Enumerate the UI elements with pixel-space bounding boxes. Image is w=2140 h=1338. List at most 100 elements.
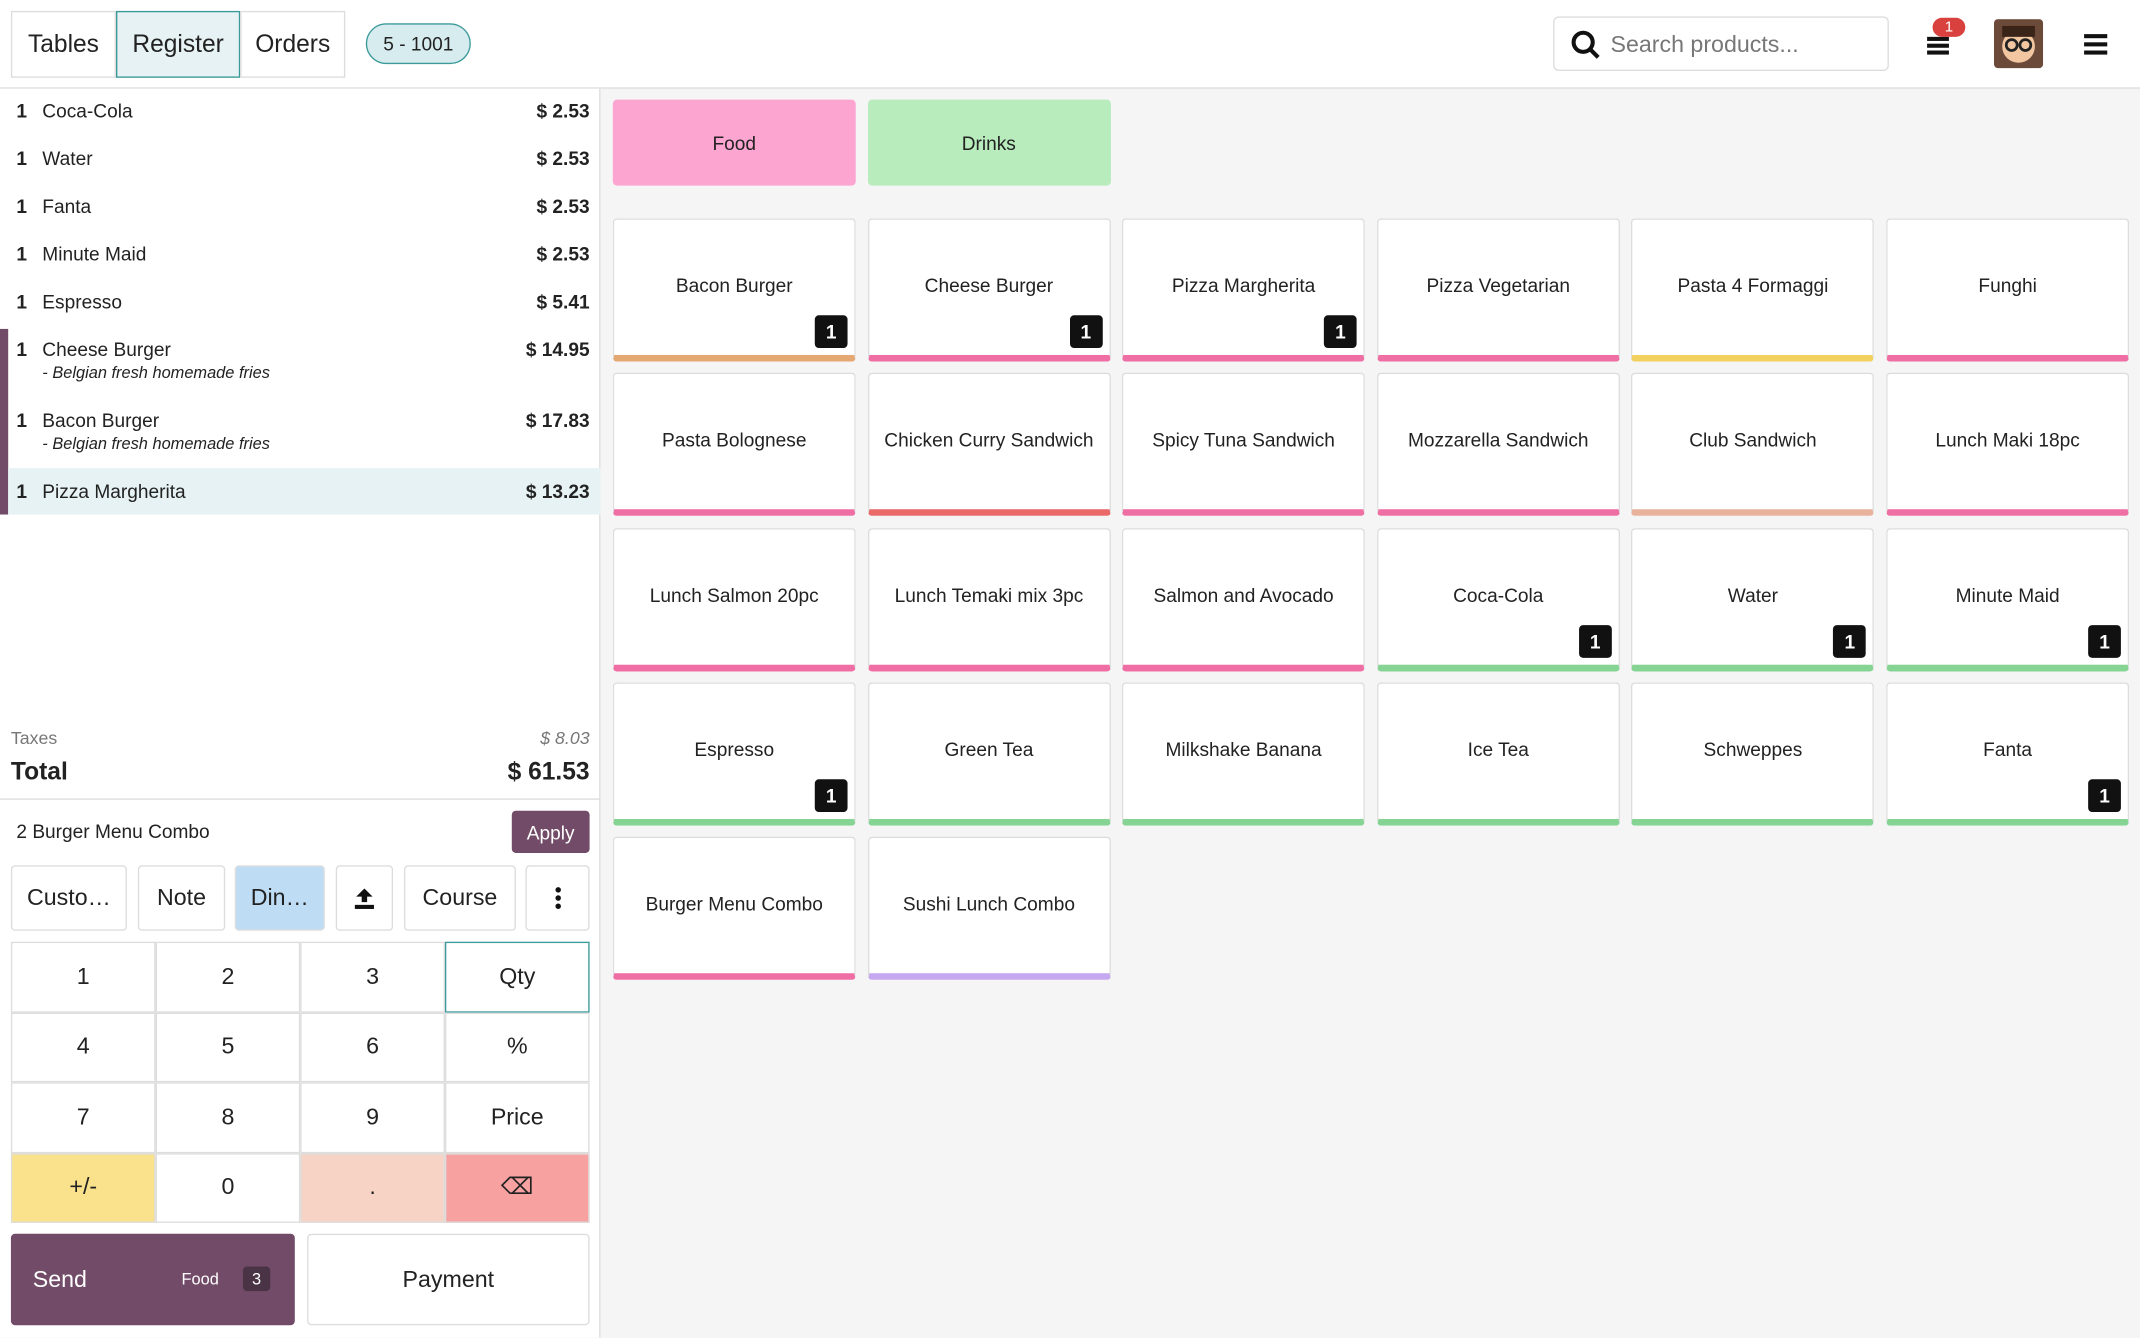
product-name: Pizza Vegetarian <box>1426 274 1570 297</box>
tab[interactable]: Register <box>116 10 241 78</box>
line-name: Water <box>42 147 93 170</box>
product-card[interactable]: Mozzarella Sandwich <box>1376 372 1620 517</box>
action-button[interactable]: Din… <box>234 865 325 931</box>
payment-button[interactable]: Payment <box>307 1233 590 1326</box>
line-qty: 1 <box>16 409 28 432</box>
line-qty: 1 <box>16 195 28 218</box>
product-card[interactable]: Burger Menu Combo <box>612 836 856 981</box>
upload-button[interactable] <box>335 865 394 931</box>
tab[interactable]: Tables <box>10 10 117 78</box>
numpad-key[interactable]: 3 <box>300 941 445 1012</box>
numpad-key[interactable]: +/- <box>10 1152 156 1223</box>
product-card[interactable]: Schweppes <box>1631 682 1875 826</box>
product-qty: 1 <box>1069 315 1103 349</box>
search-box[interactable]: Search products... <box>1553 16 1889 71</box>
product-card[interactable]: Funghi <box>1886 218 2130 362</box>
line-qty: 1 <box>16 242 28 265</box>
product-card[interactable]: Club Sandwich <box>1631 372 1875 517</box>
numpad-key[interactable]: Price <box>444 1082 590 1153</box>
line-qty: 1 <box>16 99 28 122</box>
line-price: $ 13.23 <box>525 480 590 503</box>
numpad-key[interactable]: 9 <box>300 1082 445 1153</box>
product-card[interactable]: Chicken Curry Sandwich <box>867 372 1111 517</box>
line-name: Pizza Margherita <box>42 480 186 503</box>
line-price: $ 17.83 <box>525 409 590 432</box>
product-name: Spicy Tuna Sandwich <box>1152 428 1335 451</box>
product-name: Espresso <box>694 738 775 761</box>
product-card[interactable]: Salmon and Avocado <box>1122 527 1366 671</box>
taxes-label: Taxes <box>10 727 58 748</box>
product-name: Milkshake Banana <box>1165 738 1322 761</box>
product-card[interactable]: Green Tea <box>867 682 1111 826</box>
numpad-key[interactable]: . <box>300 1152 445 1223</box>
product-card[interactable]: Water 1 <box>1631 527 1875 671</box>
search-placeholder: Search products... <box>1610 31 1799 58</box>
product-card[interactable]: Bacon Burger 1 <box>612 218 856 362</box>
product-card[interactable]: Lunch Temaki mix 3pc <box>867 527 1111 671</box>
product-card[interactable]: Minute Maid 1 <box>1886 527 2130 671</box>
category-button[interactable]: Drinks <box>867 99 1111 186</box>
apply-button[interactable]: Apply <box>511 810 590 853</box>
numpad-key[interactable]: 8 <box>155 1082 301 1153</box>
product-name: Sushi Lunch Combo <box>902 892 1075 915</box>
send-count: 3 <box>242 1266 271 1292</box>
category-button[interactable]: Food <box>612 99 856 186</box>
product-name: Pasta Bolognese <box>662 428 807 451</box>
action-button[interactable]: Course <box>403 865 516 931</box>
numpad-key[interactable]: 2 <box>155 941 301 1012</box>
product-card[interactable]: Pasta Bolognese <box>612 372 856 517</box>
numpad-key[interactable]: Qty <box>444 941 590 1012</box>
product-card[interactable]: Pizza Vegetarian <box>1376 218 1620 362</box>
numpad-key[interactable]: 4 <box>10 1011 156 1083</box>
product-name: Funghi <box>1978 274 2037 297</box>
line-price: $ 2.53 <box>536 195 590 218</box>
send-label: Send <box>32 1266 87 1293</box>
orders-icon[interactable] <box>1924 30 1954 60</box>
numpad-key[interactable]: % <box>444 1011 590 1083</box>
line-note: - Belgian fresh homemade fries <box>42 434 270 454</box>
product-card[interactable]: Coca-Cola 1 <box>1376 527 1620 671</box>
numpad-key[interactable]: 6 <box>300 1011 445 1083</box>
product-card[interactable]: Fanta 1 <box>1886 682 2130 826</box>
product-name: Ice Tea <box>1467 738 1529 761</box>
order-ref[interactable]: 5 - 1001 <box>365 23 471 65</box>
product-card[interactable]: Sushi Lunch Combo <box>867 836 1111 981</box>
numpad-key[interactable]: 7 <box>10 1082 156 1153</box>
tab[interactable]: Orders <box>240 10 346 78</box>
product-name: Cheese Burger <box>924 274 1054 297</box>
line-price: $ 14.95 <box>525 338 590 361</box>
product-name: Club Sandwich <box>1689 428 1817 451</box>
product-card[interactable]: Pizza Margherita 1 <box>1122 218 1366 362</box>
product-card[interactable]: Pasta 4 Formaggi <box>1631 218 1875 362</box>
line-qty: 1 <box>16 480 28 503</box>
numpad-key[interactable]: 0 <box>155 1152 301 1223</box>
avatar[interactable] <box>1993 19 2044 69</box>
more-button[interactable] <box>525 865 590 931</box>
product-qty: 1 <box>2088 779 2121 812</box>
send-button[interactable]: Send Food 3 <box>10 1233 295 1326</box>
product-card[interactable]: Spicy Tuna Sandwich <box>1122 372 1366 517</box>
action-button[interactable]: Custo… <box>10 865 127 931</box>
numpad-key[interactable]: ⌫ <box>444 1152 590 1223</box>
product-name: Schweppes <box>1703 738 1803 761</box>
product-card[interactable]: Cheese Burger 1 <box>867 218 1111 362</box>
product-qty: 1 <box>814 315 848 349</box>
line-name: Cheese Burger <box>42 338 171 361</box>
product-name: Bacon Burger <box>675 274 793 297</box>
product-card[interactable]: Ice Tea <box>1376 682 1620 826</box>
line-qty: 1 <box>16 338 28 361</box>
total-value: $ 61.53 <box>507 757 590 785</box>
product-card[interactable]: Lunch Maki 18pc <box>1886 372 2130 517</box>
product-name: Chicken Curry Sandwich <box>884 428 1094 451</box>
menu-icon[interactable] <box>2084 31 2111 56</box>
total-label: Total <box>10 757 68 785</box>
action-button[interactable]: Note <box>137 865 226 931</box>
line-qty: 1 <box>16 290 28 313</box>
product-card[interactable]: Espresso 1 <box>612 682 856 826</box>
numpad-key[interactable]: 5 <box>155 1011 301 1083</box>
product-name: Pasta 4 Formaggi <box>1677 274 1829 297</box>
product-card[interactable]: Milkshake Banana <box>1122 682 1366 826</box>
line-price: $ 2.53 <box>536 242 590 265</box>
product-card[interactable]: Lunch Salmon 20pc <box>612 527 856 671</box>
numpad-key[interactable]: 1 <box>10 941 156 1012</box>
